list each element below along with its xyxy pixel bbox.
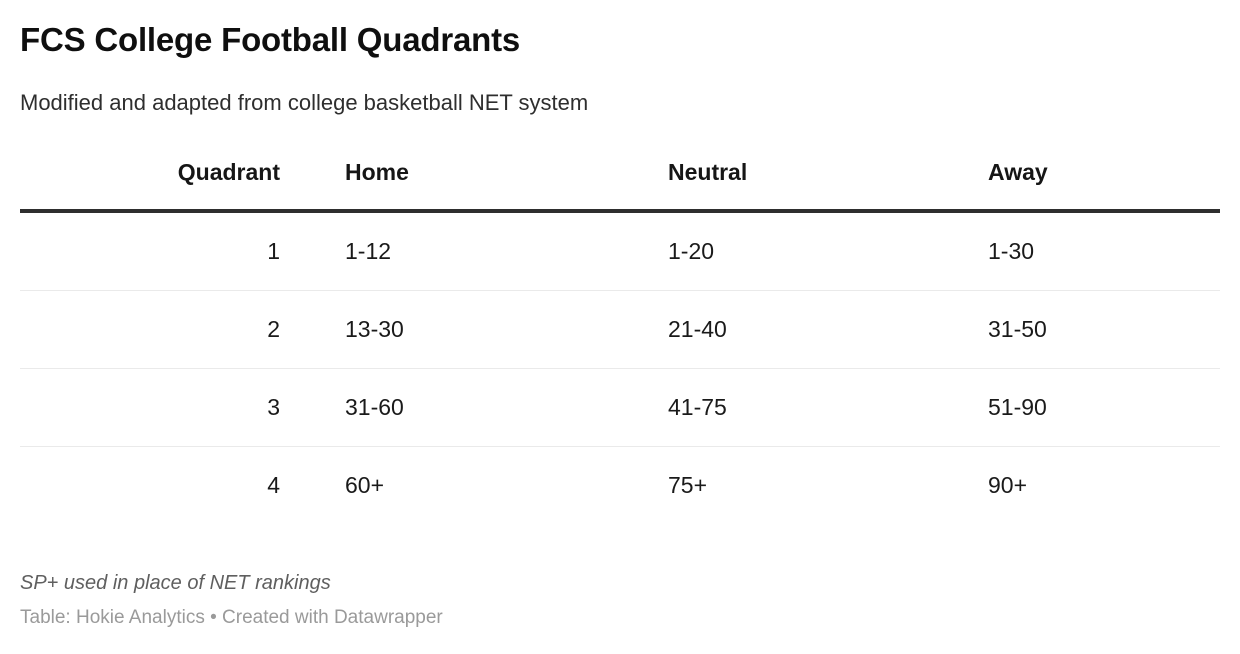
table-row: 1 1-12 1-20 1-30 [20, 211, 1220, 291]
table-cell: 2 [20, 290, 305, 369]
attribution: Table: Hokie Analytics • Created with Da… [20, 607, 443, 628]
quadrants-table: Quadrant Home Neutral Away 1 1-12 1-20 1-30… [20, 159, 1220, 524]
column-header-neutral: Neutral [628, 159, 948, 213]
table-cell: 31-60 [305, 368, 628, 447]
table-cell: 13-30 [305, 290, 628, 369]
table-header: Quadrant Home Neutral Away [20, 159, 1220, 213]
chart-subtitle: Modified and adapted from college basket… [20, 90, 589, 115]
table-cell: 51-90 [948, 368, 1220, 447]
footnote: SP+ used in place of NET rankings [20, 572, 331, 594]
column-header-quadrant: Quadrant [20, 159, 305, 213]
table-row: 3 31-60 41-75 51-90 [20, 368, 1220, 447]
table-cell: 1-30 [948, 211, 1220, 291]
table-cell: 1 [20, 211, 305, 291]
table-cell: 75+ [668, 472, 708, 498]
column-header-home: Home [305, 159, 628, 213]
table-cell: 1-12 [305, 211, 628, 291]
table-cell: 41-75 [628, 368, 948, 447]
header-row: Quadrant Home Neutral Away [20, 159, 1220, 213]
table-cell: 21-40 [628, 290, 948, 369]
table-cell: 4 [267, 472, 280, 498]
table-row: 2 13-30 21-40 31-50 [20, 290, 1220, 369]
table-row: 4 60+ 75+ 90+ [20, 447, 1220, 525]
table-cell: 60+ [345, 472, 385, 498]
table-cell: 31-50 [948, 290, 1220, 369]
table-body: 1 1-12 1-20 1-30 2 13-30 21-40 31-50 3 31-60 41-75… [20, 211, 1220, 524]
column-header-away: Away [948, 159, 1220, 213]
table-cell: 3 [20, 368, 305, 447]
table-cell: 90+ [988, 472, 1028, 498]
table-cell: 1-20 [628, 211, 948, 291]
chart-title: FCS College Football Quadrants [20, 21, 521, 58]
